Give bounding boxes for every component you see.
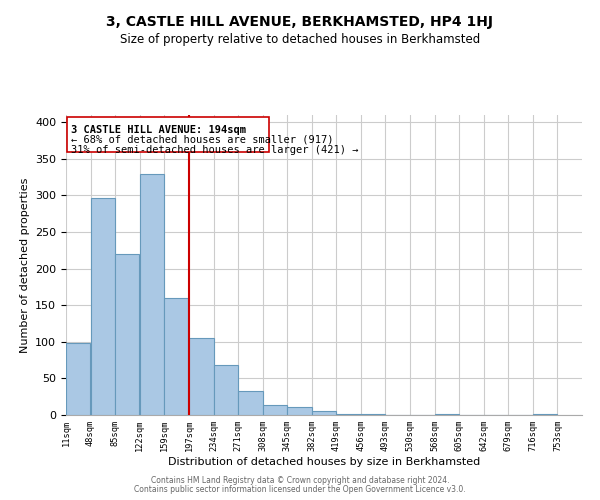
Text: Contains public sector information licensed under the Open Government Licence v3: Contains public sector information licen… bbox=[134, 484, 466, 494]
Text: 3, CASTLE HILL AVENUE, BERKHAMSTED, HP4 1HJ: 3, CASTLE HILL AVENUE, BERKHAMSTED, HP4 … bbox=[107, 15, 493, 29]
Bar bbox=[533, 414, 557, 415]
Bar bbox=[287, 407, 311, 415]
Bar bbox=[91, 198, 115, 415]
Bar bbox=[66, 342, 91, 415]
Bar bbox=[164, 298, 188, 415]
Y-axis label: Number of detached properties: Number of detached properties bbox=[20, 178, 29, 352]
Bar bbox=[115, 254, 139, 415]
FancyBboxPatch shape bbox=[67, 117, 269, 152]
Bar bbox=[190, 338, 214, 415]
Text: Size of property relative to detached houses in Berkhamsted: Size of property relative to detached ho… bbox=[120, 32, 480, 46]
Bar bbox=[435, 414, 459, 415]
Bar bbox=[140, 174, 164, 415]
Bar bbox=[361, 414, 385, 415]
Bar bbox=[238, 391, 263, 415]
Bar bbox=[337, 414, 361, 415]
Text: 31% of semi-detached houses are larger (421) →: 31% of semi-detached houses are larger (… bbox=[71, 145, 358, 155]
Text: Contains HM Land Registry data © Crown copyright and database right 2024.: Contains HM Land Registry data © Crown c… bbox=[151, 476, 449, 485]
Bar bbox=[214, 365, 238, 415]
Text: ← 68% of detached houses are smaller (917): ← 68% of detached houses are smaller (91… bbox=[71, 135, 333, 145]
X-axis label: Distribution of detached houses by size in Berkhamsted: Distribution of detached houses by size … bbox=[168, 457, 480, 467]
Bar bbox=[312, 412, 336, 415]
Bar bbox=[263, 405, 287, 415]
Text: 3 CASTLE HILL AVENUE: 194sqm: 3 CASTLE HILL AVENUE: 194sqm bbox=[71, 124, 245, 134]
